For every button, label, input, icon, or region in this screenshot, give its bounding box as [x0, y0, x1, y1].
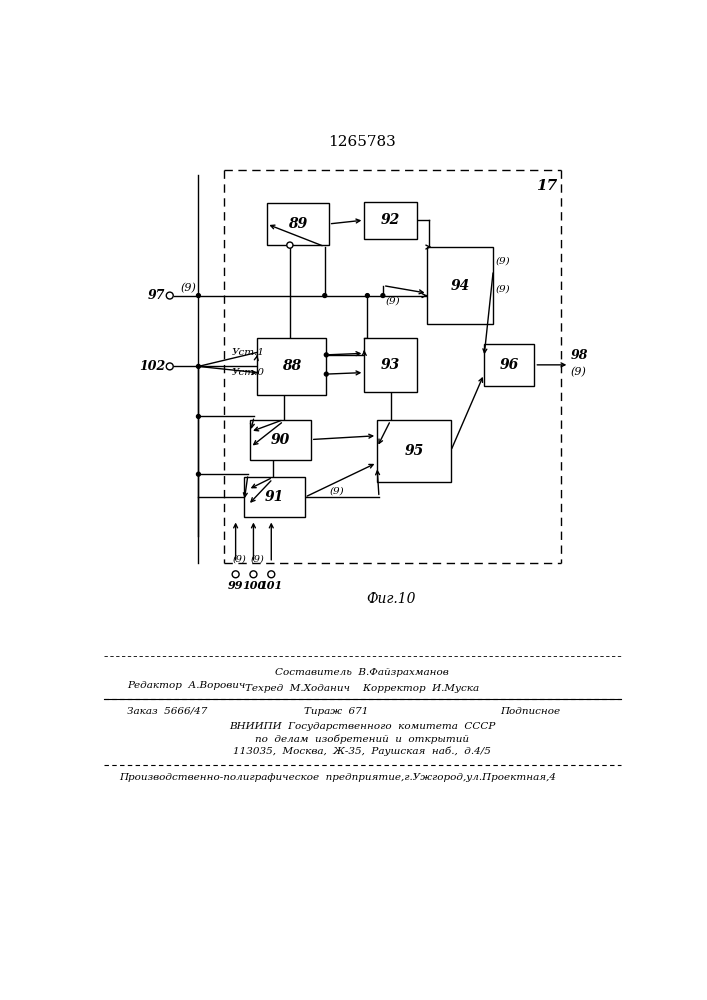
Circle shape: [232, 571, 239, 578]
Text: 93: 93: [381, 358, 400, 372]
Text: ВНИИПИ  Государственного  комитета  СССР: ВНИИПИ Государственного комитета СССР: [229, 722, 495, 731]
Circle shape: [287, 242, 293, 248]
Text: 113035,  Москва,  Ж-35,  Раушская  наб.,  д.4/5: 113035, Москва, Ж-35, Раушская наб., д.4…: [233, 747, 491, 756]
Bar: [428, 247, 493, 324]
Text: 94: 94: [451, 279, 470, 293]
Text: 96: 96: [500, 358, 519, 372]
Text: 100: 100: [242, 580, 265, 591]
Text: 99: 99: [228, 580, 243, 591]
Circle shape: [166, 363, 173, 370]
Text: Составитель  В.Файзрахманов: Составитель В.Файзрахманов: [275, 668, 449, 677]
Circle shape: [197, 415, 200, 418]
Text: 91: 91: [264, 490, 284, 504]
Text: 98: 98: [571, 349, 588, 362]
Text: 1265783: 1265783: [328, 135, 396, 149]
Text: Подписное: Подписное: [500, 707, 560, 716]
Bar: [364, 202, 417, 239]
Circle shape: [197, 294, 200, 297]
Circle shape: [366, 294, 369, 297]
Bar: [244, 477, 305, 517]
Circle shape: [268, 571, 275, 578]
Text: Редактор  А.Ворович: Редактор А.Ворович: [127, 681, 245, 690]
Text: 17: 17: [536, 179, 557, 193]
Circle shape: [323, 294, 327, 297]
Text: (9): (9): [496, 256, 510, 265]
Text: Уст.1: Уст.1: [232, 348, 264, 357]
Text: 102: 102: [139, 360, 165, 373]
Circle shape: [381, 294, 385, 297]
Text: 97: 97: [148, 289, 165, 302]
Circle shape: [197, 364, 200, 368]
Text: Техред  М.Ходанич    Корректор  И.Муска: Техред М.Ходанич Корректор И.Муска: [245, 684, 479, 693]
Text: Производственно-полиграфическое  предприятие,г.Ужгород,ул.Проектная,4: Производственно-полиграфическое предприя…: [119, 773, 556, 782]
Text: 95: 95: [404, 444, 423, 458]
Text: (9): (9): [180, 283, 197, 293]
Bar: [364, 338, 417, 392]
Text: Фиг.10: Фиг.10: [366, 592, 416, 606]
Bar: [267, 203, 329, 245]
Text: Тираж  671: Тираж 671: [304, 707, 368, 716]
Circle shape: [197, 472, 200, 476]
Circle shape: [166, 292, 173, 299]
Text: Заказ  5666/47: Заказ 5666/47: [127, 707, 207, 716]
Text: (9): (9): [571, 367, 587, 378]
Text: (9): (9): [385, 296, 400, 305]
Text: 92: 92: [381, 213, 400, 227]
Text: Уст.0: Уст.0: [232, 368, 264, 377]
Text: (9): (9): [496, 285, 510, 294]
Bar: [377, 420, 450, 482]
Circle shape: [325, 372, 328, 376]
Bar: [250, 420, 311, 460]
Bar: [257, 338, 327, 395]
Text: 101: 101: [259, 580, 283, 591]
Circle shape: [250, 571, 257, 578]
Text: (9): (9): [329, 487, 344, 496]
Text: 88: 88: [282, 359, 301, 373]
Bar: [484, 344, 534, 386]
Text: по  делам  изобретений  и  открытий: по делам изобретений и открытий: [255, 734, 469, 744]
Text: (9): (9): [250, 554, 264, 563]
Text: 90: 90: [271, 433, 290, 447]
Text: 89: 89: [288, 217, 308, 231]
Text: (9): (9): [233, 554, 246, 563]
Circle shape: [325, 353, 328, 357]
